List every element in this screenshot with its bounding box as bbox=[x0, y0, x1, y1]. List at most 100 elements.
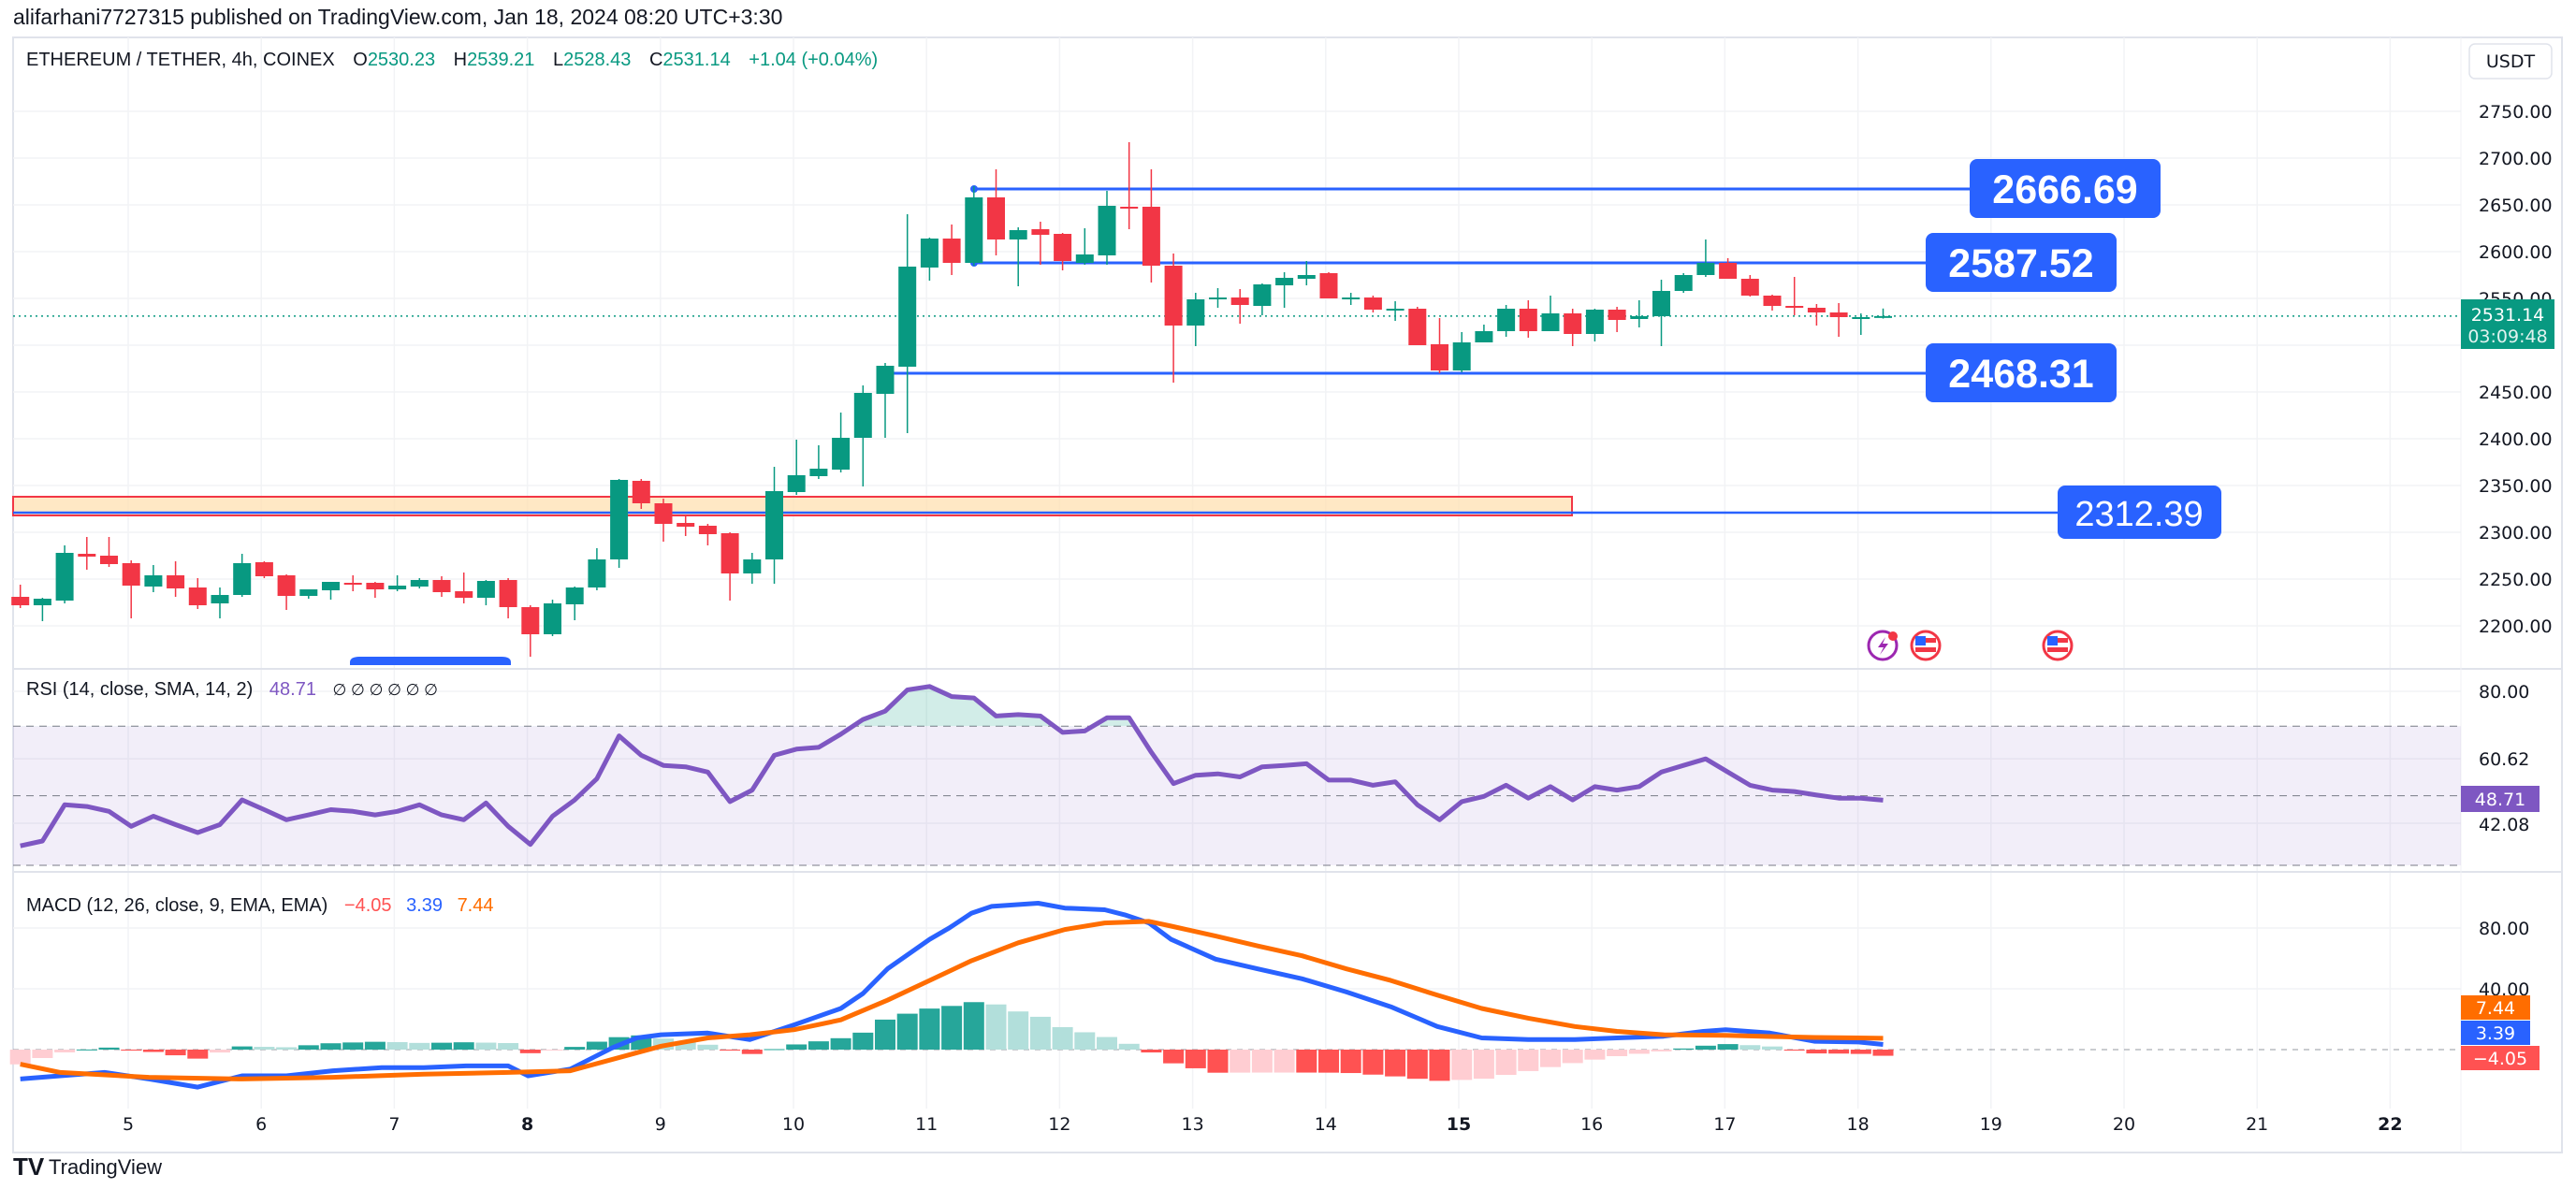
histogram-bar bbox=[1628, 1050, 1650, 1054]
candle-body bbox=[1630, 316, 1649, 319]
time-axis-label: 13 bbox=[1182, 1114, 1204, 1135]
candle-body bbox=[1009, 230, 1027, 239]
histogram-bar bbox=[1473, 1050, 1494, 1080]
candle-body bbox=[920, 239, 939, 268]
histogram-bar bbox=[1872, 1050, 1894, 1056]
time-axis[interactable]: 5 6 7 8 9 10 11 12 13 14 15 16 17 18 19 20 21 22 bbox=[123, 1114, 2403, 1135]
session-marker[interactable] bbox=[350, 657, 511, 665]
histogram-bar bbox=[985, 1004, 1007, 1050]
macd-legend[interactable]: MACD (12, 26, close, 9, EMA, EMA) −4.05 … bbox=[26, 895, 494, 916]
candle-body bbox=[122, 563, 140, 586]
histogram-bar bbox=[1828, 1050, 1850, 1054]
high-value: 2539.21 bbox=[467, 50, 534, 70]
histogram-bar bbox=[475, 1042, 497, 1050]
candle bbox=[499, 578, 517, 618]
histogram-bar bbox=[1783, 1050, 1805, 1051]
histogram-bar bbox=[1607, 1050, 1628, 1056]
macd-line bbox=[20, 901, 1884, 1090]
price-axis-label: 2300.00 bbox=[2479, 523, 2553, 544]
histogram-bar bbox=[364, 1041, 386, 1050]
rsi-line bbox=[20, 684, 1884, 848]
candle bbox=[1142, 169, 1160, 283]
candle-body bbox=[1674, 275, 1693, 291]
candle-body bbox=[432, 580, 451, 592]
us-flag-event-icon[interactable] bbox=[1910, 630, 1942, 661]
candle-body bbox=[965, 197, 983, 263]
candle bbox=[1386, 301, 1404, 321]
candle-body bbox=[1098, 206, 1116, 255]
candle-body bbox=[1475, 331, 1493, 342]
open-value: 2530.23 bbox=[368, 50, 435, 70]
horizontal-levels[interactable]: 2666.69 2587.52 2468.31 2312.39 bbox=[13, 159, 2221, 539]
candle bbox=[787, 440, 806, 495]
candle bbox=[277, 574, 296, 610]
histogram-bar bbox=[1318, 1050, 1339, 1073]
rsi-legend[interactable]: RSI (14, close, SMA, 14, 2) 48.71 ∅ ∅ ∅ … bbox=[26, 679, 438, 700]
candle-body bbox=[78, 554, 96, 557]
signal-value-tag bbox=[2461, 995, 2530, 1020]
level-label-box[interactable] bbox=[1926, 343, 2117, 402]
candle bbox=[55, 545, 74, 603]
candle-body bbox=[476, 581, 495, 598]
candle bbox=[1608, 307, 1626, 332]
lightning-event-icon[interactable] bbox=[1867, 630, 1899, 661]
candle-body bbox=[100, 556, 118, 564]
tradingview-logo[interactable]: TV TradingView bbox=[13, 1153, 162, 1181]
price-axis[interactable]: 2750.002700.002650.002600.002550.002450.… bbox=[2479, 102, 2553, 637]
time-axis-label: 21 bbox=[2246, 1114, 2268, 1135]
candle-body bbox=[1386, 309, 1404, 311]
price-axis-label: 2650.00 bbox=[2479, 196, 2553, 216]
histogram-bar bbox=[1806, 1050, 1827, 1054]
event-icons[interactable] bbox=[1867, 630, 2074, 661]
level-label-box[interactable] bbox=[2058, 486, 2221, 539]
candle bbox=[322, 582, 340, 600]
symbol-legend[interactable]: ETHEREUM / TETHER, 4h, COINEX O2530.23 H… bbox=[26, 50, 878, 70]
candle bbox=[832, 413, 851, 472]
histogram-bar bbox=[875, 1019, 895, 1050]
currency-button[interactable] bbox=[2468, 43, 2553, 80]
candle bbox=[853, 385, 872, 486]
candle-body bbox=[654, 503, 673, 524]
candle-body bbox=[610, 480, 629, 559]
macd-hist-value: −4.05 bbox=[344, 895, 392, 916]
histogram-bar bbox=[675, 1041, 696, 1050]
supply-demand-zone[interactable] bbox=[12, 496, 1573, 516]
hist-value-tag bbox=[2461, 1046, 2540, 1070]
candle-body bbox=[1164, 266, 1183, 326]
histogram-bar bbox=[852, 1032, 874, 1050]
candle bbox=[610, 479, 629, 568]
candle bbox=[11, 585, 30, 608]
histogram-bar bbox=[1251, 1050, 1273, 1073]
candle-body bbox=[1319, 273, 1338, 298]
candle bbox=[743, 553, 762, 584]
candle bbox=[1054, 233, 1072, 270]
candle bbox=[1408, 307, 1427, 345]
candle-body bbox=[632, 481, 650, 503]
candle-body bbox=[1408, 309, 1427, 345]
candle-body bbox=[853, 393, 872, 438]
rsi-na-values: ∅ ∅ ∅ ∅ ∅ ∅ bbox=[333, 681, 438, 699]
candle-body bbox=[11, 597, 30, 605]
us-flag-event-icon[interactable] bbox=[2042, 630, 2074, 661]
histogram-bar bbox=[1273, 1050, 1295, 1073]
currency-label: USDT bbox=[2486, 51, 2536, 72]
candle-body bbox=[33, 599, 51, 605]
price-axis-label: 2400.00 bbox=[2479, 429, 2553, 450]
histogram-bar bbox=[519, 1050, 541, 1053]
brand-name: TradingView bbox=[49, 1155, 162, 1179]
macd-value-tag-text: 3.39 bbox=[2476, 1023, 2515, 1044]
candle-body bbox=[233, 563, 252, 595]
macd-title[interactable]: MACD (12, 26, close, 9, EMA, EMA) bbox=[26, 895, 327, 916]
symbol-title[interactable]: ETHEREUM / TETHER, 4h, COINEX bbox=[26, 50, 335, 70]
price-axis-label: 2200.00 bbox=[2479, 616, 2553, 637]
histogram-bar bbox=[963, 1002, 984, 1050]
histogram-bar bbox=[1008, 1011, 1029, 1050]
level-label-box[interactable] bbox=[1926, 233, 2117, 292]
candle bbox=[432, 576, 451, 597]
level-label-box[interactable] bbox=[1970, 159, 2161, 218]
rsi-title[interactable]: RSI (14, close, SMA, 14, 2) bbox=[26, 679, 253, 700]
candle bbox=[942, 225, 961, 275]
histogram-bar bbox=[1651, 1050, 1672, 1051]
time-axis-label: 16 bbox=[1580, 1114, 1603, 1135]
